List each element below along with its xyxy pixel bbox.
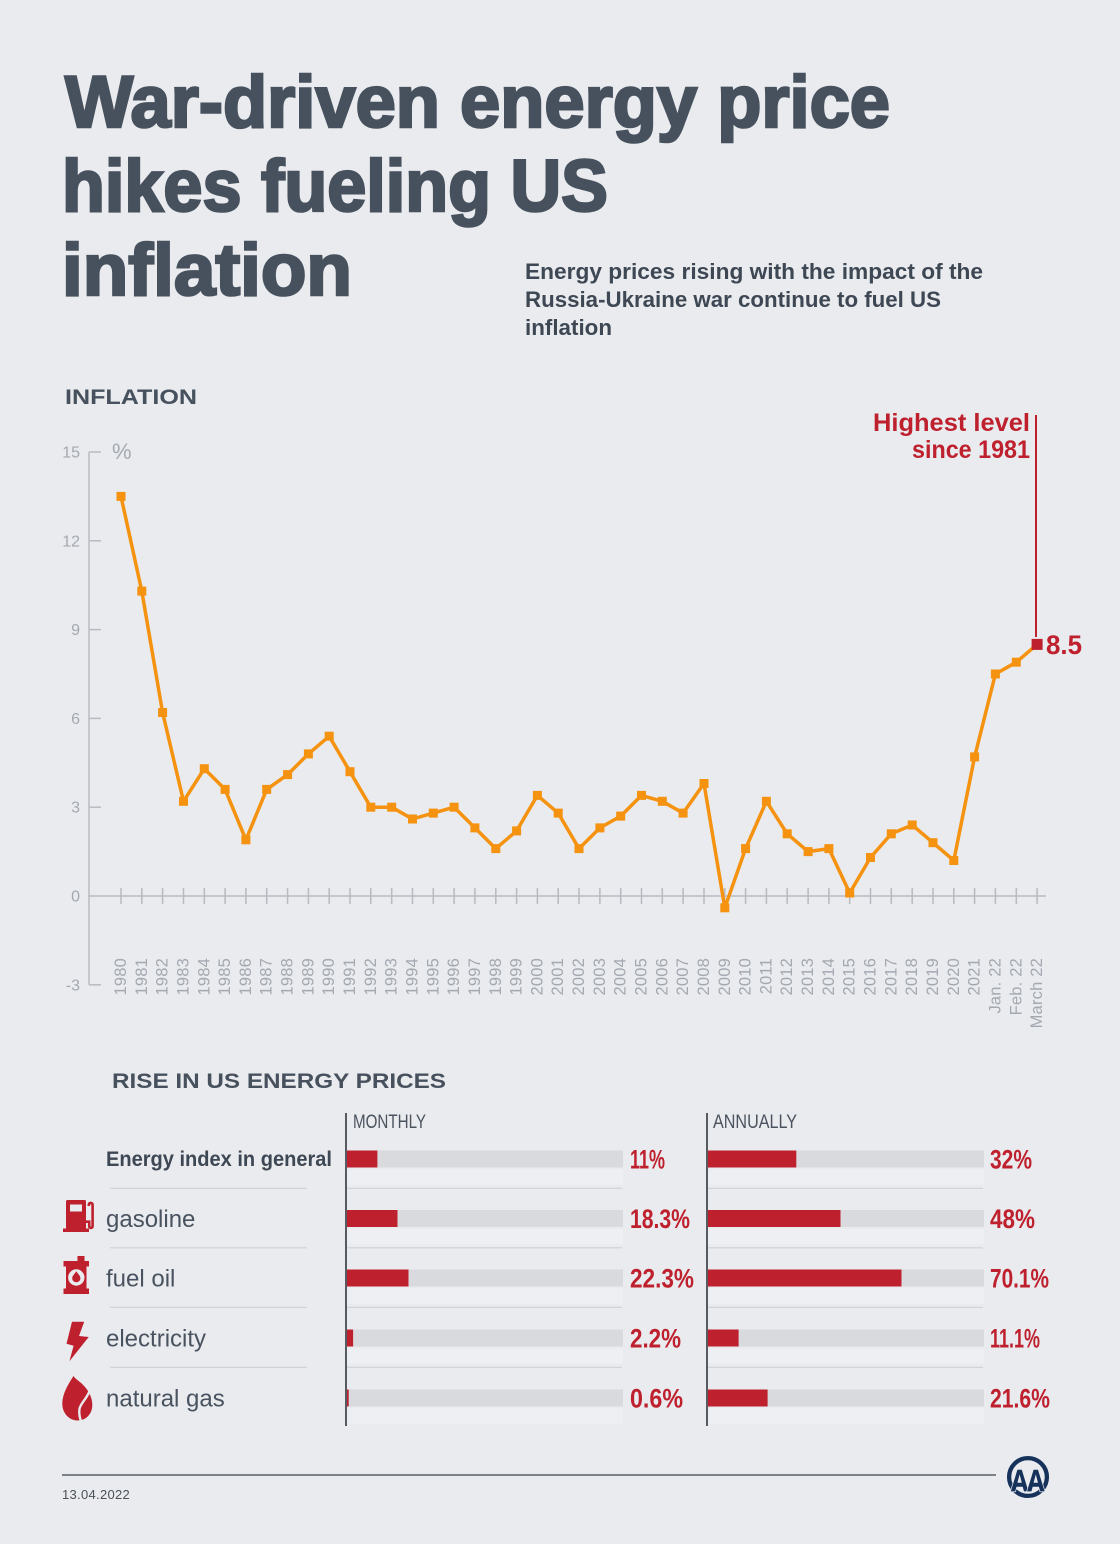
svg-text:1999: 1999 (508, 958, 526, 996)
svg-text:70.1%: 70.1% (990, 1264, 1049, 1294)
svg-text:11%: 11% (630, 1145, 665, 1175)
svg-text:1997: 1997 (466, 958, 484, 996)
svg-text:11.1%: 11.1% (990, 1324, 1040, 1354)
svg-text:Energy prices rising with the: Energy prices rising with the impact of … (525, 259, 983, 284)
svg-text:2012: 2012 (778, 958, 796, 996)
svg-text:21.6%: 21.6% (990, 1384, 1050, 1414)
svg-text:1991: 1991 (341, 958, 359, 996)
svg-text:2005: 2005 (633, 958, 651, 996)
svg-text:2011: 2011 (757, 958, 775, 994)
svg-text:2020: 2020 (945, 958, 963, 996)
svg-text:ANNUALLY: ANNUALLY (713, 1112, 797, 1133)
svg-text:1996: 1996 (445, 958, 463, 996)
svg-text:6: 6 (71, 711, 80, 728)
svg-text:0: 0 (71, 889, 80, 906)
svg-text:Feb. 22: Feb. 22 (1007, 958, 1025, 1015)
svg-text:8.5: 8.5 (1046, 630, 1082, 660)
svg-text:48%: 48% (990, 1204, 1035, 1234)
svg-text:gasoline: gasoline (106, 1206, 195, 1233)
svg-text:Highest level: Highest level (873, 409, 1030, 437)
svg-text:2018: 2018 (903, 958, 921, 996)
svg-text:2017: 2017 (882, 958, 900, 996)
svg-text:2.2%: 2.2% (630, 1324, 681, 1354)
svg-text:1984: 1984 (195, 958, 213, 996)
svg-text:1994: 1994 (404, 958, 422, 996)
svg-text:18.3%: 18.3% (630, 1204, 690, 1234)
svg-text:2002: 2002 (570, 958, 588, 996)
svg-text:12: 12 (62, 533, 80, 550)
svg-text:1981: 1981 (133, 958, 151, 996)
svg-text:13.04.2022: 13.04.2022 (62, 1487, 130, 1502)
svg-text:Jan. 22: Jan. 22 (986, 958, 1004, 1014)
svg-text:1983: 1983 (175, 958, 193, 996)
svg-text:1980: 1980 (112, 958, 130, 996)
svg-text:2001: 2001 (549, 958, 567, 996)
svg-text:2021: 2021 (966, 958, 984, 996)
svg-text:22.3%: 22.3% (630, 1264, 694, 1294)
svg-text:1989: 1989 (299, 958, 317, 996)
svg-text:1993: 1993 (383, 958, 401, 996)
svg-text:since 1981: since 1981 (912, 436, 1030, 464)
svg-text:-3: -3 (66, 977, 80, 994)
svg-text:2000: 2000 (528, 958, 546, 996)
svg-text:natural gas: natural gas (106, 1386, 225, 1413)
svg-text:1995: 1995 (424, 958, 442, 996)
svg-text:2010: 2010 (737, 958, 755, 996)
svg-text:2014: 2014 (820, 958, 838, 996)
svg-text:RISE IN US ENERGY PRICES: RISE IN US ENERGY PRICES (112, 1070, 446, 1093)
svg-text:fuel oil: fuel oil (106, 1266, 175, 1293)
svg-text:MONTHLY: MONTHLY (353, 1112, 426, 1133)
svg-text:2009: 2009 (716, 958, 734, 996)
svg-text:0.6%: 0.6% (630, 1384, 683, 1414)
svg-text:2019: 2019 (924, 958, 942, 996)
svg-text:32%: 32% (990, 1145, 1032, 1175)
svg-text:War-driven energy price: War-driven energy price (65, 62, 890, 143)
svg-text:2007: 2007 (674, 958, 692, 996)
svg-text:inflation: inflation (62, 230, 352, 311)
svg-text:Energy index in general: Energy index in general (106, 1148, 332, 1171)
svg-text:Russia-Ukraine war continue to: Russia-Ukraine war continue to fuel US (525, 287, 941, 312)
svg-text:1990: 1990 (320, 958, 338, 996)
svg-text:1986: 1986 (237, 958, 255, 996)
svg-text:2013: 2013 (799, 958, 817, 996)
svg-text:1982: 1982 (154, 958, 172, 996)
svg-text:INFLATION: INFLATION (65, 386, 197, 409)
svg-text:2016: 2016 (862, 958, 880, 996)
svg-text:1985: 1985 (216, 958, 234, 996)
svg-text:%: % (112, 439, 132, 464)
svg-text:3: 3 (71, 800, 80, 817)
svg-text:March 22: March 22 (1028, 958, 1046, 1028)
svg-text:2008: 2008 (695, 958, 713, 996)
svg-text:2003: 2003 (591, 958, 609, 996)
svg-text:2004: 2004 (612, 958, 630, 996)
svg-text:electricity: electricity (106, 1326, 206, 1353)
svg-text:1998: 1998 (487, 958, 505, 996)
svg-text:1988: 1988 (279, 958, 297, 996)
svg-text:2006: 2006 (653, 958, 671, 996)
svg-text:hikes fueling US: hikes fueling US (62, 146, 608, 227)
svg-text:9: 9 (71, 622, 80, 639)
svg-text:1987: 1987 (258, 958, 276, 996)
svg-text:2015: 2015 (841, 958, 859, 996)
svg-text:inflation: inflation (525, 315, 612, 340)
svg-text:15: 15 (62, 445, 80, 462)
svg-text:1992: 1992 (362, 958, 380, 996)
